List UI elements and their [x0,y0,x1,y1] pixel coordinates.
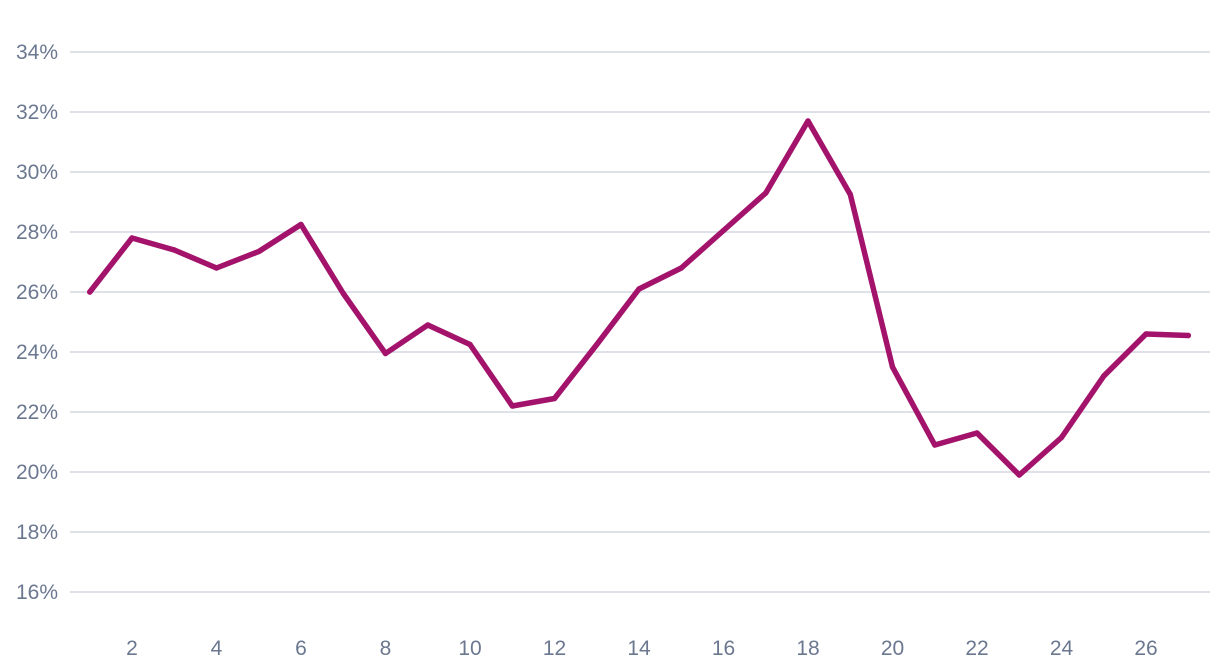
series-group [87,118,1192,478]
x-tick-label: 8 [380,637,392,660]
y-tick-label: 20% [16,461,58,484]
data-point [1185,332,1192,339]
y-tick-label: 24% [16,341,58,364]
y-tick-label: 18% [16,521,58,544]
data-point [1016,472,1022,478]
data-point [425,322,431,328]
data-point [974,430,980,436]
data-point [1143,331,1149,337]
data-point [129,235,135,241]
x-tick-label: 6 [295,637,307,660]
x-tick-label: 2 [126,637,138,660]
y-axis: 16% 18% 20% 22% 24% 26% 28% 30% 32% 34% [16,41,58,604]
data-point [467,341,473,348]
data-point [213,265,220,271]
data-point [847,191,853,198]
data-point [256,248,262,255]
x-tick-label: 10 [458,637,481,660]
data-point [1058,434,1065,441]
data-point [889,364,896,370]
y-tick-label: 26% [16,281,58,304]
data-point [171,247,177,253]
x-tick-label: 20 [881,637,904,660]
data-point [594,341,600,348]
x-tick-label: 14 [627,637,651,660]
y-tick-label: 16% [16,581,58,604]
series-line-0 [87,118,1192,478]
y-tick-label: 32% [16,101,58,124]
x-tick-label: 4 [211,637,223,660]
y-tick-label: 30% [16,161,58,184]
data-point [763,190,769,196]
data-point [509,403,515,409]
y-tick-label: 34% [16,41,58,64]
data-point [805,118,811,124]
data-point [382,350,389,357]
y-tick-label: 28% [16,221,58,244]
data-point [636,286,642,292]
data-point [551,395,558,402]
data-point [1101,373,1107,379]
data-point [720,227,727,234]
data-point [87,289,93,295]
data-point [340,290,346,297]
x-tick-label: 12 [543,637,566,660]
data-point [678,265,684,271]
y-tick-label: 22% [16,401,58,424]
data-point [298,221,304,228]
x-tick-label: 18 [796,637,819,660]
data-point [932,442,938,448]
x-tick-label: 22 [965,637,988,660]
x-axis: 2 4 6 8 10 12 14 16 18 20 22 24 26 [126,637,1158,660]
x-tick-label: 26 [1134,637,1157,660]
x-tick-label: 16 [712,637,735,660]
gridlines [70,51,1210,593]
x-tick-label: 24 [1050,637,1074,660]
